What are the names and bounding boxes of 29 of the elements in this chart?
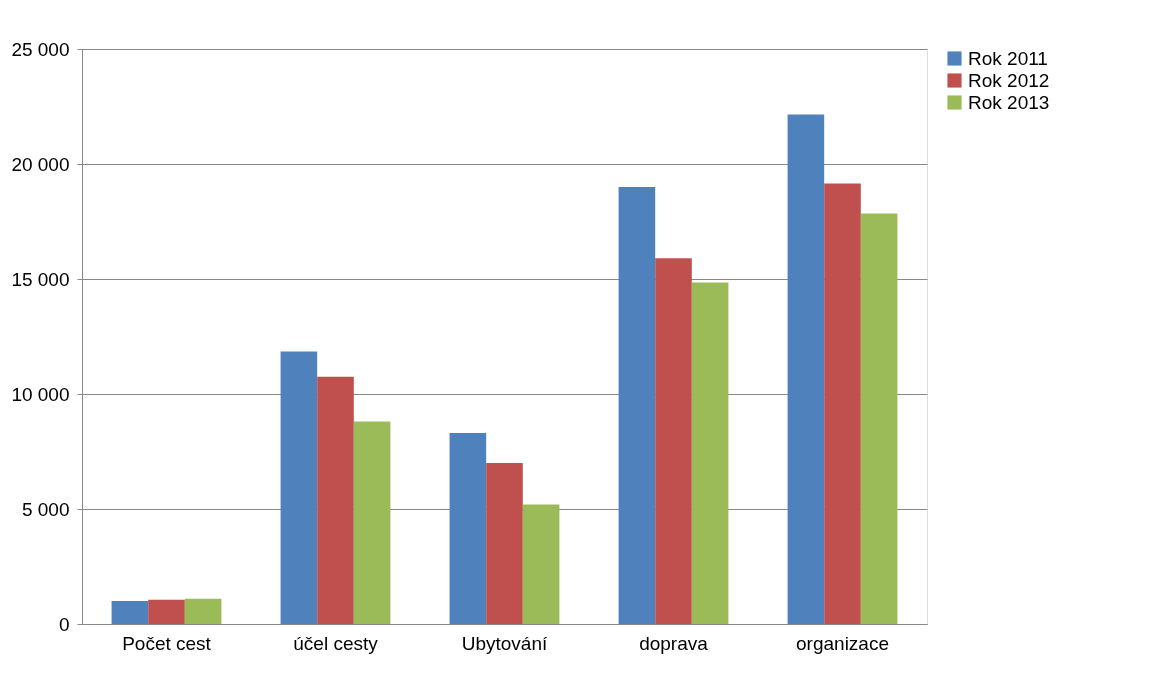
x-tick-label: Počet cest bbox=[122, 632, 212, 654]
bar bbox=[655, 258, 692, 624]
y-tick-label: 10 000 bbox=[11, 383, 70, 405]
bar bbox=[317, 376, 354, 624]
legend-label: Rok 2012 bbox=[968, 69, 1050, 91]
bar bbox=[486, 463, 523, 624]
x-tick-label: účel cesty bbox=[293, 632, 379, 654]
bar bbox=[449, 433, 487, 624]
bar bbox=[148, 599, 185, 624]
bar bbox=[353, 421, 391, 624]
bar bbox=[111, 601, 149, 624]
bar bbox=[787, 114, 825, 624]
y-tick-label: 5 000 bbox=[21, 498, 70, 520]
x-tick-label: organizace bbox=[796, 632, 889, 654]
y-tick-label: 25 000 bbox=[11, 38, 70, 60]
bar bbox=[691, 282, 729, 624]
x-tick-label: Ubytování bbox=[461, 632, 548, 654]
y-tick-label: 0 bbox=[58, 613, 70, 635]
bar bbox=[280, 351, 318, 624]
y-tick-label: 20 000 bbox=[11, 153, 70, 175]
bar bbox=[522, 504, 560, 624]
bar bbox=[860, 213, 898, 624]
y-tick-label: 15 000 bbox=[11, 268, 70, 290]
bar bbox=[184, 598, 222, 624]
x-tick-label: doprava bbox=[639, 632, 709, 654]
bar bbox=[824, 183, 861, 624]
bar bbox=[618, 187, 656, 624]
legend-label: Rok 2013 bbox=[968, 91, 1050, 113]
legend-label: Rok 2011 bbox=[968, 47, 1048, 69]
